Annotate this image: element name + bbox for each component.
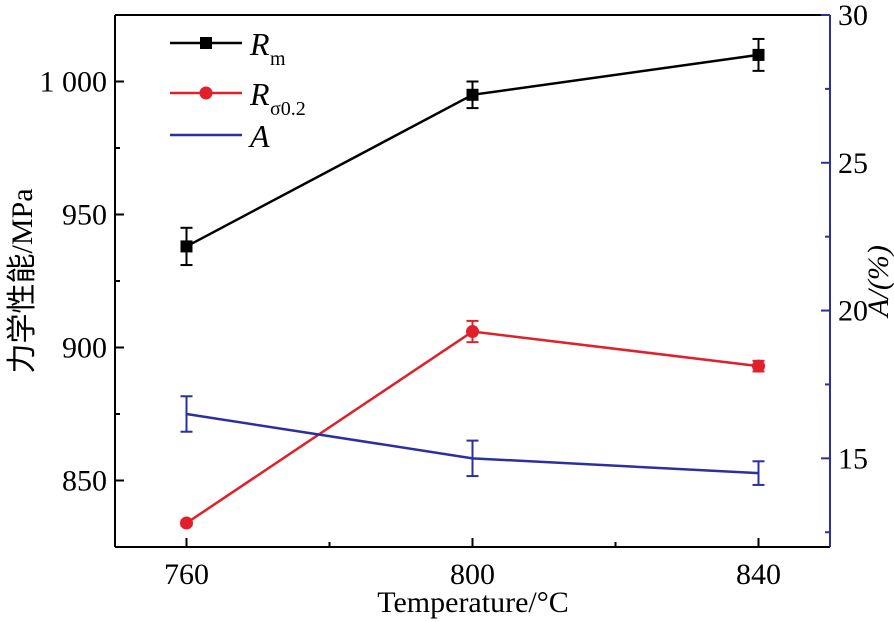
y2-tick-label: 30 xyxy=(838,0,868,32)
y-axis-label: 力学性能/MPa xyxy=(6,188,39,373)
legend-marker xyxy=(199,86,213,100)
y2-tick-label: 20 xyxy=(838,295,868,328)
legend-marker xyxy=(200,37,212,49)
y2-tick-label: 25 xyxy=(838,147,868,180)
legend-label: R xyxy=(249,26,270,62)
data-point xyxy=(466,325,479,339)
y-tick-label: 1 000 xyxy=(40,66,108,99)
data-point xyxy=(466,88,479,101)
data-point xyxy=(180,240,193,253)
y-tick-label: 950 xyxy=(62,199,107,232)
data-point xyxy=(752,48,765,61)
x-tick-label: 760 xyxy=(164,558,209,591)
legend-label: A xyxy=(248,118,270,154)
y-tick-label: 900 xyxy=(62,332,107,365)
data-point xyxy=(752,359,765,373)
x-tick-label: 840 xyxy=(736,558,781,591)
y2-axis-label: A/(%) xyxy=(862,245,894,319)
data-point xyxy=(180,516,193,530)
y-tick-label: 850 xyxy=(62,465,107,498)
legend-subscript: σ0.2 xyxy=(270,98,306,120)
legend-label: R xyxy=(249,76,270,112)
legend-subscript: m xyxy=(270,48,286,70)
y2-tick-label: 15 xyxy=(838,442,868,475)
x-tick-label: 800 xyxy=(450,558,495,591)
x-axis-label: Temperature/°C xyxy=(377,586,568,619)
